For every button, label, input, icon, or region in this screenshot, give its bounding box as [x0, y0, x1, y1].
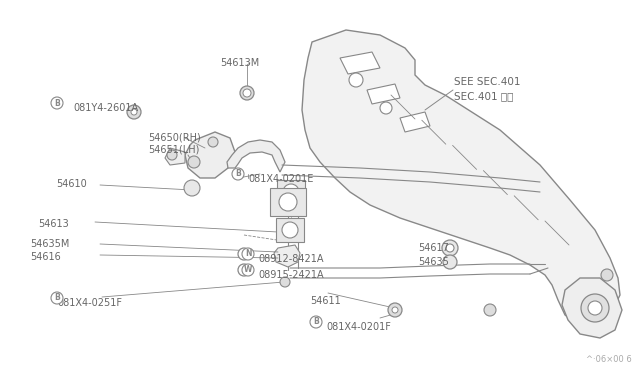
Circle shape: [349, 73, 363, 87]
Circle shape: [127, 105, 141, 119]
Circle shape: [184, 180, 200, 196]
Circle shape: [280, 277, 290, 287]
Circle shape: [167, 150, 177, 160]
Circle shape: [392, 307, 398, 313]
Text: 54611: 54611: [310, 296, 340, 306]
Text: B: B: [54, 294, 60, 302]
Circle shape: [601, 269, 613, 281]
Circle shape: [238, 248, 250, 260]
Text: 54635M: 54635M: [30, 239, 69, 249]
Polygon shape: [165, 148, 185, 165]
Circle shape: [446, 244, 454, 252]
Polygon shape: [185, 132, 235, 178]
Circle shape: [188, 156, 200, 168]
Circle shape: [131, 109, 137, 115]
Polygon shape: [340, 52, 380, 74]
Text: 54650(RH): 54650(RH): [148, 132, 201, 142]
Circle shape: [380, 102, 392, 114]
Text: SEC.401 参照: SEC.401 参照: [454, 91, 513, 101]
Text: 081Y4-2601A: 081Y4-2601A: [73, 103, 138, 113]
Text: 54613M: 54613M: [220, 58, 259, 68]
Text: 081X4-0201F: 081X4-0201F: [326, 322, 391, 332]
Polygon shape: [227, 140, 285, 172]
Circle shape: [51, 292, 63, 304]
Text: 54635: 54635: [418, 257, 449, 267]
Polygon shape: [400, 112, 430, 132]
Circle shape: [208, 137, 218, 147]
Circle shape: [240, 86, 254, 100]
Polygon shape: [367, 84, 400, 104]
Circle shape: [232, 168, 244, 180]
Text: 54613: 54613: [38, 219, 68, 229]
Bar: [277, 180, 305, 204]
Circle shape: [282, 222, 298, 238]
Text: SEE SEC.401: SEE SEC.401: [454, 77, 520, 87]
Circle shape: [242, 264, 254, 276]
Text: 081X4-0251F: 081X4-0251F: [57, 298, 122, 308]
Circle shape: [310, 316, 322, 328]
Text: 54616: 54616: [30, 252, 61, 262]
Circle shape: [443, 255, 457, 269]
Bar: [270, 188, 306, 216]
Circle shape: [238, 264, 250, 276]
Circle shape: [242, 248, 254, 260]
Text: W: W: [244, 266, 252, 275]
Text: 54651(LH): 54651(LH): [148, 145, 200, 155]
Circle shape: [243, 89, 251, 97]
Text: 08912-8421A: 08912-8421A: [258, 254, 323, 264]
Polygon shape: [274, 245, 300, 267]
Circle shape: [279, 193, 297, 211]
Circle shape: [484, 304, 496, 316]
Circle shape: [51, 97, 63, 109]
Text: B: B: [54, 99, 60, 108]
Text: B: B: [313, 317, 319, 327]
Circle shape: [388, 303, 402, 317]
Text: B: B: [235, 170, 241, 179]
Text: ^·06×00 6: ^·06×00 6: [586, 355, 632, 364]
Text: 54610: 54610: [56, 179, 87, 189]
Circle shape: [581, 294, 609, 322]
Text: N: N: [244, 250, 252, 259]
Bar: [276, 218, 304, 242]
Text: 08915-2421A: 08915-2421A: [258, 270, 324, 280]
Circle shape: [442, 240, 458, 256]
Polygon shape: [562, 278, 622, 338]
Circle shape: [283, 184, 299, 200]
Polygon shape: [302, 30, 620, 325]
Text: 081X4-0201E: 081X4-0201E: [248, 174, 314, 184]
Circle shape: [588, 301, 602, 315]
Text: 54617: 54617: [418, 243, 449, 253]
